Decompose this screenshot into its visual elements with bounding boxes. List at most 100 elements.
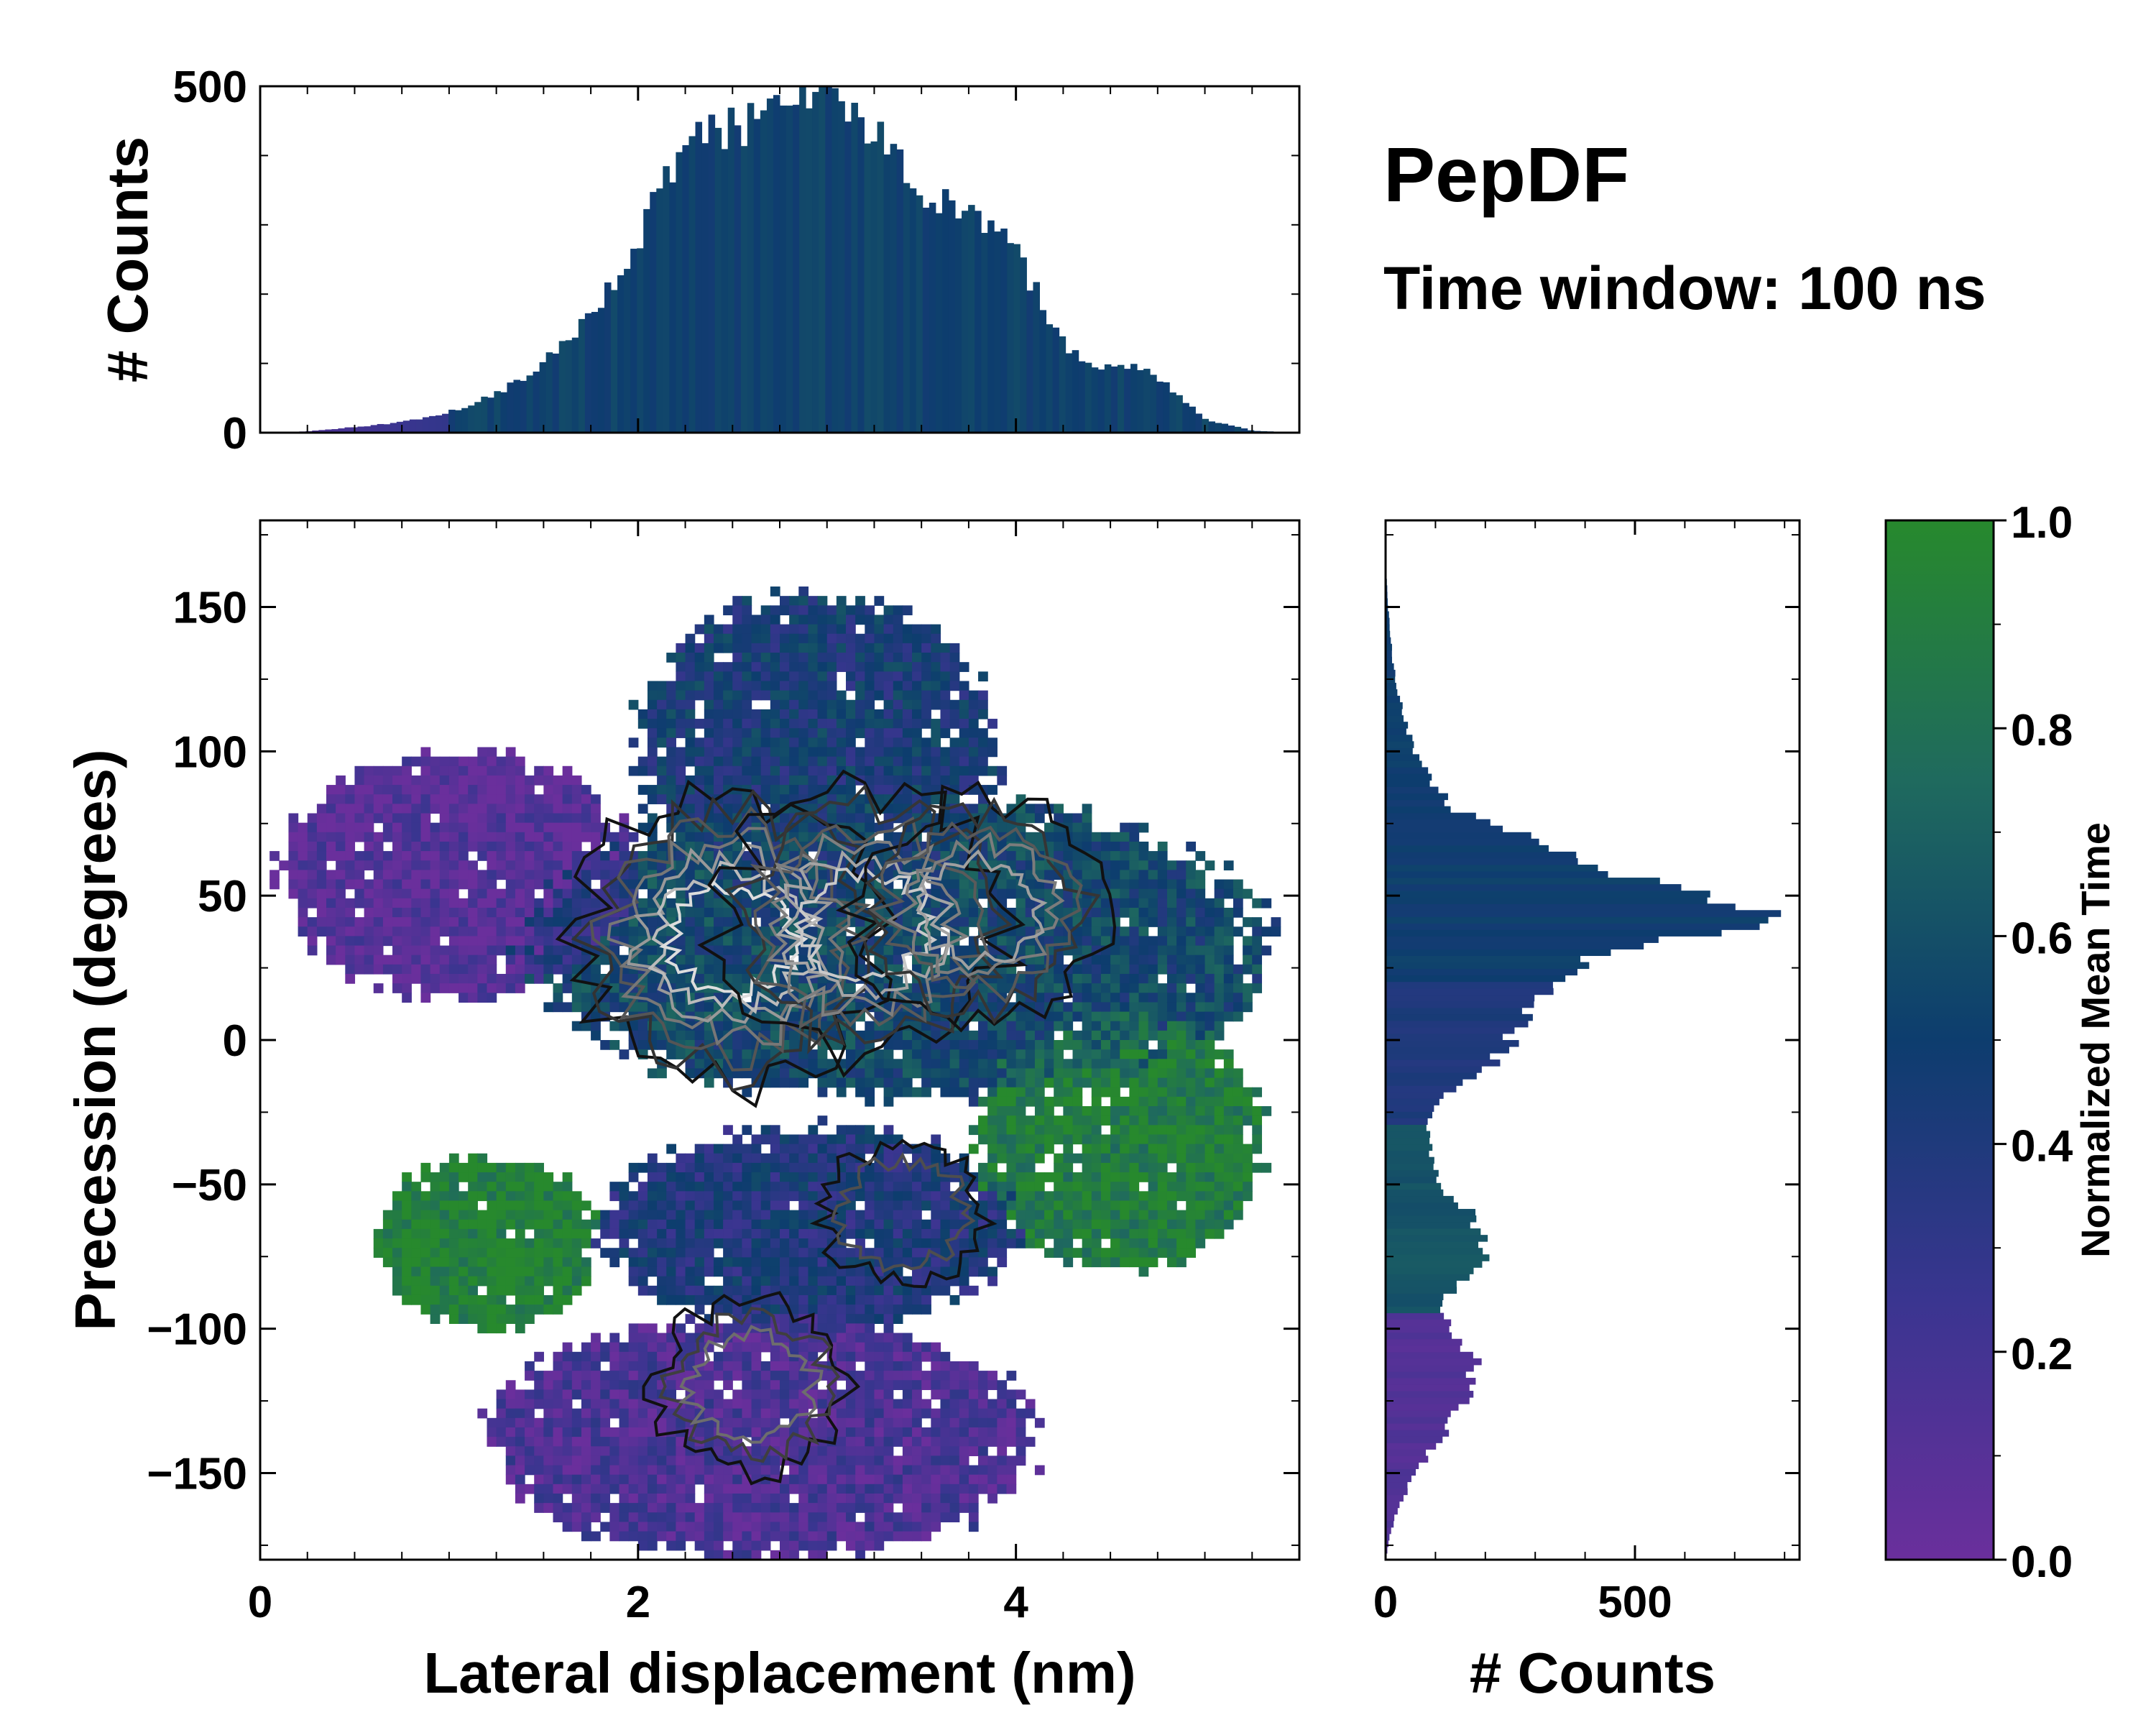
heatmap-cell: [326, 822, 336, 833]
heatmap-cell: [704, 1002, 714, 1013]
heatmap-cell: [468, 822, 478, 833]
heatmap-cell: [742, 690, 752, 701]
heatmap-cell: [562, 983, 573, 993]
heatmap-cell: [1006, 945, 1017, 956]
heatmap-cell: [525, 907, 535, 918]
heatmap-cell: [1120, 860, 1130, 870]
heatmap-cell: [1054, 1200, 1064, 1211]
heatmap-cell: [487, 1228, 497, 1239]
heatmap-cell: [657, 993, 667, 1003]
heatmap-cell: [439, 954, 450, 965]
heatmap-cell: [571, 1371, 582, 1381]
heatmap-cell: [354, 832, 365, 842]
heatmap-cell: [420, 1238, 431, 1248]
heatmap-cell: [288, 851, 299, 861]
heatmap-cell: [694, 1172, 705, 1182]
heatmap-cell: [1195, 1059, 1206, 1070]
heatmap-cell: [345, 794, 356, 804]
heatmap-cell: [940, 747, 951, 758]
heatmap-cell: [978, 1191, 988, 1202]
heatmap-cell: [760, 765, 771, 776]
heatmap-cell: [713, 945, 724, 956]
heatmap-cell: [1204, 1153, 1215, 1164]
heatmap-cell: [354, 785, 365, 795]
heatmap-cell: [685, 699, 696, 710]
heatmap-cell: [893, 719, 903, 729]
heatmap-cell: [1223, 1087, 1234, 1098]
heatmap-cell: [874, 1049, 885, 1059]
heatmap-cell: [354, 898, 365, 908]
heatmap-cell: [817, 719, 828, 729]
heatmap-cell: [439, 813, 450, 824]
heatmap-cell: [1120, 936, 1130, 947]
heatmap-cell: [694, 1002, 705, 1013]
heatmap-cell: [1138, 1248, 1149, 1258]
heatmap-cell: [912, 662, 922, 672]
heatmap-cell: [694, 926, 705, 937]
heatmap-cell: [1034, 1068, 1045, 1079]
heatmap-cell: [751, 747, 762, 758]
heatmap-cell: [411, 794, 422, 804]
heatmap-cell: [997, 1030, 1008, 1041]
heatmap-cell: [1214, 1049, 1225, 1059]
heatmap-cell: [1214, 936, 1225, 947]
heatmap-cell: [1120, 983, 1130, 993]
heatmap-cell: [940, 1077, 951, 1088]
heatmap-cell: [751, 1266, 762, 1277]
heatmap-cell: [865, 662, 875, 672]
heatmap-cell: [713, 1285, 724, 1296]
heatmap-cell: [808, 624, 819, 635]
heatmap-cell: [543, 794, 554, 804]
heatmap-cell: [402, 804, 412, 814]
heatmap-cell: [430, 1182, 441, 1192]
heatmap-cell: [789, 605, 799, 616]
heatmap-cell: [723, 643, 733, 653]
heatmap-cell: [893, 1087, 903, 1098]
heatmap-cell: [430, 945, 441, 956]
heatmap-cell: [713, 1351, 724, 1362]
heatmap-cell: [732, 624, 743, 635]
heatmap-cell: [496, 888, 507, 899]
heatmap-cell: [477, 926, 488, 937]
heatmap-cell: [921, 1049, 931, 1059]
heatmap-cell: [562, 1266, 573, 1277]
heatmap-cell: [1138, 1087, 1149, 1098]
heatmap-cell: [1054, 1210, 1064, 1220]
heatmap-cell: [723, 1219, 733, 1230]
heatmap-cell: [1015, 1106, 1026, 1116]
heatmap-cell: [1054, 1049, 1064, 1059]
heatmap-cell: [392, 983, 402, 993]
heatmap-cell: [505, 983, 516, 993]
heatmap-cell: [713, 1210, 724, 1220]
heatmap-cell: [676, 671, 686, 682]
heatmap-cell: [751, 1182, 762, 1192]
heatmap-cell: [780, 1134, 790, 1145]
heatmap-cell: [288, 888, 299, 899]
heatmap-cell: [591, 1210, 601, 1220]
heatmap-cell: [1138, 879, 1149, 890]
heatmap-cell: [534, 1276, 544, 1287]
heatmap-cell: [591, 851, 601, 861]
heatmap-cell: [1148, 1096, 1158, 1107]
heatmap-cell: [789, 1228, 799, 1239]
heatmap-cell: [1006, 1059, 1017, 1070]
heatmap-cell: [902, 690, 913, 701]
heatmap-cell: [846, 1049, 856, 1059]
heatmap-cell: [1091, 1162, 1102, 1173]
heatmap-cell: [1034, 860, 1045, 870]
heatmap-cell: [789, 1172, 799, 1182]
heatmap-cell: [628, 1371, 639, 1381]
heatmap-cell: [515, 1182, 525, 1192]
heatmap-cell: [742, 719, 752, 729]
heatmap-cell: [477, 794, 488, 804]
heatmap-cell: [307, 936, 318, 947]
heatmap-cell: [1138, 1116, 1149, 1126]
heatmap-cell: [893, 671, 903, 682]
heatmap-cell: [685, 841, 696, 852]
heatmap-cell: [1195, 1049, 1206, 1059]
heatmap-cell: [336, 804, 346, 814]
heatmap-cell: [770, 653, 780, 663]
heatmap-cell: [959, 898, 969, 908]
heatmap-cell: [808, 822, 819, 833]
heatmap-cell: [1223, 1219, 1234, 1230]
